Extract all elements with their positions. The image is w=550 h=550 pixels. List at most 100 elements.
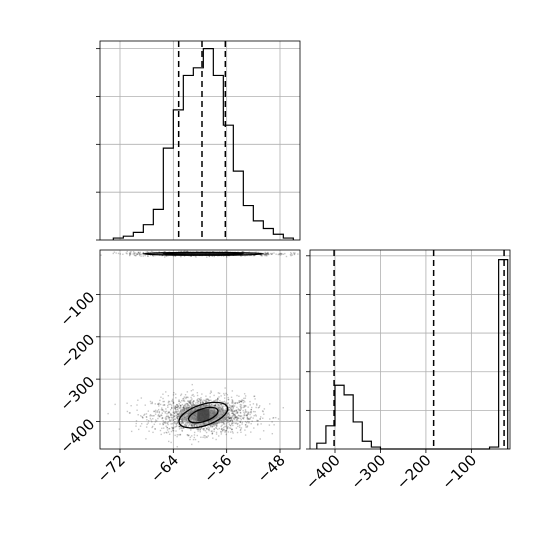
scatter-point-c1 xyxy=(115,252,117,254)
scatter-point-c0 xyxy=(247,411,249,413)
scatter-point-c0 xyxy=(249,418,251,420)
scatter-point-c1 xyxy=(225,256,228,258)
scatter-point-c1 xyxy=(255,251,257,253)
scatter-point-c0 xyxy=(145,426,148,428)
scatter-point-c0 xyxy=(174,407,176,409)
scatter-point-c0 xyxy=(168,403,170,406)
scatter-point-c1 xyxy=(137,251,139,254)
scatter-point-c1 xyxy=(125,252,127,254)
scatter-point-c0 xyxy=(222,406,224,408)
scatter-point-c0 xyxy=(162,404,165,406)
scatter-point-c0 xyxy=(257,423,259,425)
scatter-point-c0 xyxy=(130,430,133,433)
scatter-point-c0 xyxy=(165,416,167,418)
scatter-point-c0 xyxy=(188,434,190,436)
scatter-point-c0 xyxy=(223,426,225,429)
scatter-point-c0 xyxy=(247,412,249,415)
scatter-point-c0 xyxy=(252,403,255,405)
scatter-point-c0 xyxy=(210,390,212,392)
scatter-point-c1 xyxy=(164,251,166,253)
scatter-point-c0 xyxy=(225,392,227,395)
scatter-point-c0 xyxy=(168,427,170,430)
scatter-point-c0 xyxy=(210,430,213,432)
scatter-point-c0 xyxy=(221,428,223,430)
scatter-point-c0 xyxy=(138,428,140,431)
scatter-point-c0 xyxy=(239,420,241,423)
scatter-point-c1 xyxy=(129,254,131,257)
scatter-point-c0 xyxy=(177,405,180,407)
scatter-point-c0 xyxy=(229,419,232,422)
scatter-point-c0 xyxy=(216,402,218,405)
scatter-point-c1 xyxy=(152,251,154,253)
scatter-point-c0 xyxy=(162,422,164,425)
scatter-point-c0 xyxy=(216,425,218,427)
scatter-point-c0 xyxy=(231,419,234,422)
scatter-point-c0 xyxy=(168,411,171,414)
scatter-point-c0 xyxy=(172,401,175,403)
scatter-point-c0 xyxy=(225,429,228,432)
scatter-point-c0 xyxy=(174,434,176,437)
scatter-point-c0 xyxy=(231,430,234,433)
scatter-point-c1 xyxy=(147,251,149,254)
scatter-point-c1 xyxy=(241,251,243,253)
scatter-point-c0 xyxy=(181,422,183,424)
scatter-point-c1 xyxy=(278,253,281,256)
scatter-point-c0 xyxy=(232,412,234,415)
scatter-point-c0 xyxy=(186,403,189,405)
scatter-point-c0 xyxy=(161,427,163,430)
scatter-point-c0 xyxy=(175,415,178,417)
scatter-point-c0 xyxy=(158,415,160,418)
scatter-point-c1 xyxy=(265,252,267,254)
scatter-point-c0 xyxy=(243,411,245,414)
scatter-point-c1 xyxy=(144,254,146,257)
scatter-point-c0 xyxy=(198,398,201,400)
scatter-point-c0 xyxy=(229,407,232,410)
scatter-point-c0 xyxy=(227,427,229,429)
scatter-point-c1 xyxy=(226,250,229,253)
scatter-point-c1 xyxy=(133,254,136,256)
scatter-point-c0 xyxy=(168,412,170,414)
scatter-point-c0 xyxy=(164,421,166,424)
scatter-point-c0 xyxy=(156,420,158,422)
scatter-point-c1 xyxy=(122,253,124,256)
scatter-point-c0 xyxy=(210,426,212,428)
scatter-point-c0 xyxy=(224,431,226,433)
scatter-point-c0 xyxy=(166,422,168,424)
scatter-point-c0 xyxy=(181,421,183,423)
density-core xyxy=(197,409,210,422)
scatter-point-c1 xyxy=(278,253,281,255)
scatter-point-c1 xyxy=(270,253,273,256)
scatter-point-c0 xyxy=(215,433,218,435)
top-frame xyxy=(99,40,301,241)
scatter-point-c0 xyxy=(167,406,169,408)
scatter-point-c0 xyxy=(166,432,168,434)
scatter-point-c0 xyxy=(196,401,199,403)
scatter-point-c0 xyxy=(148,430,150,432)
scatter-point-c0 xyxy=(224,387,226,389)
scatter-point-c0 xyxy=(205,401,208,403)
scatter-point-c0 xyxy=(175,410,178,413)
scatter-point-c0 xyxy=(165,391,167,393)
scatter-point-c0 xyxy=(129,412,131,414)
scatter-point-c0 xyxy=(182,426,185,429)
scatter-point-c0 xyxy=(135,420,138,422)
scatter-point-c0 xyxy=(230,423,233,425)
scatter-point-c1 xyxy=(248,254,250,257)
scatter-point-c0 xyxy=(170,413,172,416)
scatter-point-c0 xyxy=(155,419,157,421)
scatter-point-c0 xyxy=(193,395,195,397)
scatter-point-c0 xyxy=(229,420,231,423)
scatter-point-c0 xyxy=(181,427,183,429)
scatter-point-c1 xyxy=(266,254,268,257)
scatter-point-c0 xyxy=(240,407,242,409)
scatter-point-c0 xyxy=(170,414,172,417)
scatter-point-c0 xyxy=(209,424,211,427)
scatter-point-c0 xyxy=(244,401,246,403)
scatter-point-c0 xyxy=(226,421,229,423)
scatter-point-c0 xyxy=(171,427,174,429)
scatter-point-c0 xyxy=(137,399,139,401)
scatter-point-c0 xyxy=(271,421,273,423)
scatter-point-c0 xyxy=(231,409,233,412)
scatter-point-c0 xyxy=(152,415,154,417)
scatter-point-c0 xyxy=(152,431,154,434)
